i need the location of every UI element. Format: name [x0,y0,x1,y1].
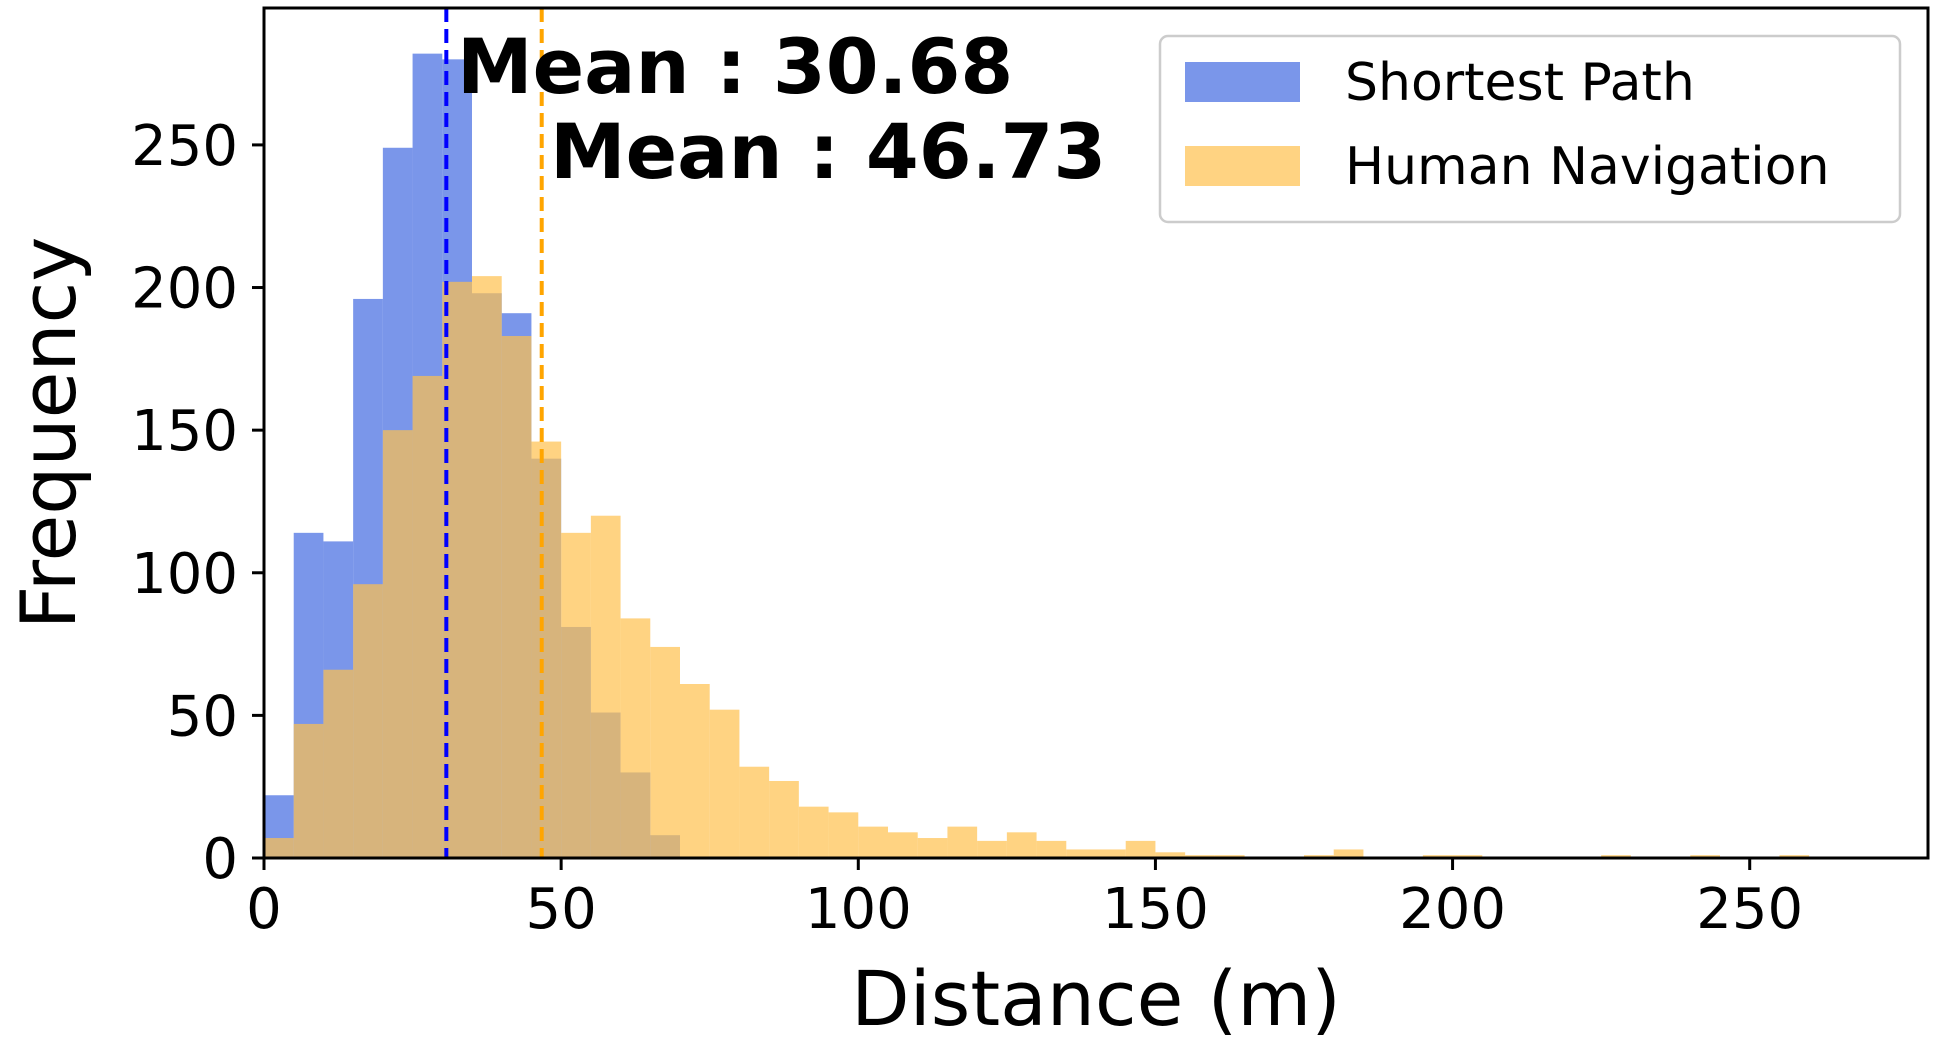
legend-swatch-shortest-path [1185,62,1300,102]
bar-human-navigation [1036,840,1067,858]
x-tick-label: 250 [1696,877,1803,942]
y-tick-label: 100 [131,542,238,607]
bar-human-navigation [769,780,799,858]
bar-human-navigation [739,766,770,858]
bar-human-navigation [828,812,859,858]
legend: Shortest Path Human Navigation [1158,34,1902,224]
mean-label-human-navigation: Mean : 46.73 [550,107,1106,196]
bar-human-navigation [917,838,948,858]
bar-human-navigation [323,669,354,858]
legend-label-human-navigation: Human Navigation [1345,137,1830,197]
bar-human-navigation [858,826,888,858]
bar-human-navigation [709,709,740,858]
bar-human-navigation [888,832,918,858]
y-axis-label: Frequency [4,237,93,630]
mean-lines-layer [444,8,544,858]
bar-human-navigation [501,336,532,858]
y-tick-label: 0 [202,827,238,892]
bar-human-navigation [798,806,829,858]
bar-human-navigation [472,276,502,858]
bar-human-navigation [412,375,443,858]
bar-human-navigation [531,441,562,858]
bars-layer [264,53,1810,859]
x-tick-label: 100 [805,877,912,942]
y-axis-ticks: 0 50 100 150 200 250 [131,114,264,892]
bar-human-navigation [680,684,710,858]
bar-human-navigation [1096,849,1126,858]
legend-label-shortest-path: Shortest Path [1345,53,1695,113]
plot-frame [262,6,1930,860]
y-tick-label: 250 [131,114,238,179]
bar-human-navigation [947,826,978,858]
mean-label-shortest-path: Mean : 30.68 [457,22,1013,111]
y-tick-label: 150 [131,399,238,464]
bar-human-navigation [590,515,621,858]
x-tick-label: 50 [526,877,597,942]
bar-human-navigation [1006,832,1037,858]
legend-swatch-human-navigation [1185,146,1300,186]
bar-human-navigation [977,840,1007,858]
bar-human-navigation [293,723,324,858]
x-axis-label: Distance (m) [851,954,1341,1043]
bar-human-navigation [561,532,591,858]
bar-human-navigation [1066,849,1096,858]
x-axis-ticks: 0 50 100 150 200 250 [246,858,1803,942]
legend-frame [1158,34,1902,224]
x-tick-label: 0 [246,877,282,942]
bar-human-navigation [1333,849,1364,858]
bar-human-navigation [1125,840,1156,858]
y-tick-label: 50 [167,684,238,749]
bar-human-navigation [382,430,413,858]
x-tick-label: 200 [1399,877,1506,942]
y-tick-label: 200 [131,257,238,322]
bar-human-navigation [264,838,294,858]
bar-human-navigation [620,618,651,858]
bar-human-navigation [1155,852,1186,858]
bar-human-navigation [353,584,383,858]
x-tick-label: 150 [1102,877,1209,942]
bar-human-navigation [650,646,680,858]
